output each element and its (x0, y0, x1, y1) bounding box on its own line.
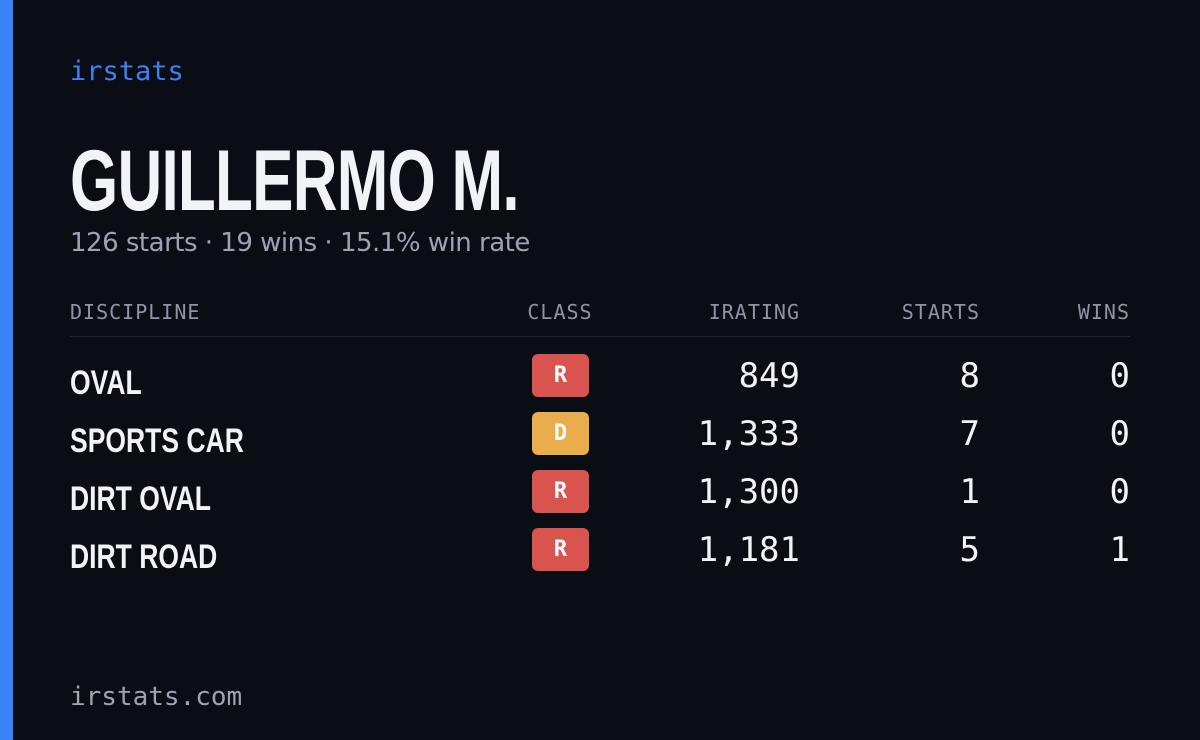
starts: 8 (959, 356, 980, 396)
irating: 1,300 (697, 472, 800, 512)
footer: irstats.com (70, 682, 243, 712)
starts: 1 (959, 472, 980, 512)
column-header: STARTS (901, 300, 980, 324)
starts: 5 (959, 530, 980, 570)
class-badge: D (532, 412, 589, 455)
discipline: DIRT OVAL (70, 480, 211, 518)
wins: 0 (1109, 356, 1130, 396)
accent-bar (0, 0, 13, 740)
irating: 849 (738, 356, 800, 396)
wins: 1 (1109, 530, 1130, 570)
class-badge: R (532, 528, 589, 571)
irating: 1,181 (697, 530, 800, 570)
class-badge: R (532, 470, 589, 513)
header-rule (70, 336, 1130, 337)
discipline: OVAL (70, 364, 142, 402)
column-header: DISCIPLINE (70, 300, 201, 324)
summary: 126 starts · 19 wins · 15.1% win rate (70, 228, 530, 258)
driver-name: GUILLERMO M. (70, 133, 520, 229)
discipline: DIRT ROAD (70, 538, 218, 576)
discipline: SPORTS CAR (70, 422, 244, 460)
wins: 0 (1109, 414, 1130, 454)
starts: 7 (959, 414, 980, 454)
column-header: IRATING (708, 300, 800, 324)
brand: irstats (70, 56, 184, 87)
class-badge: R (532, 354, 589, 397)
wins: 0 (1109, 472, 1130, 512)
column-header: CLASS (527, 300, 593, 324)
irating: 1,333 (697, 414, 800, 454)
column-header: WINS (1077, 300, 1130, 324)
